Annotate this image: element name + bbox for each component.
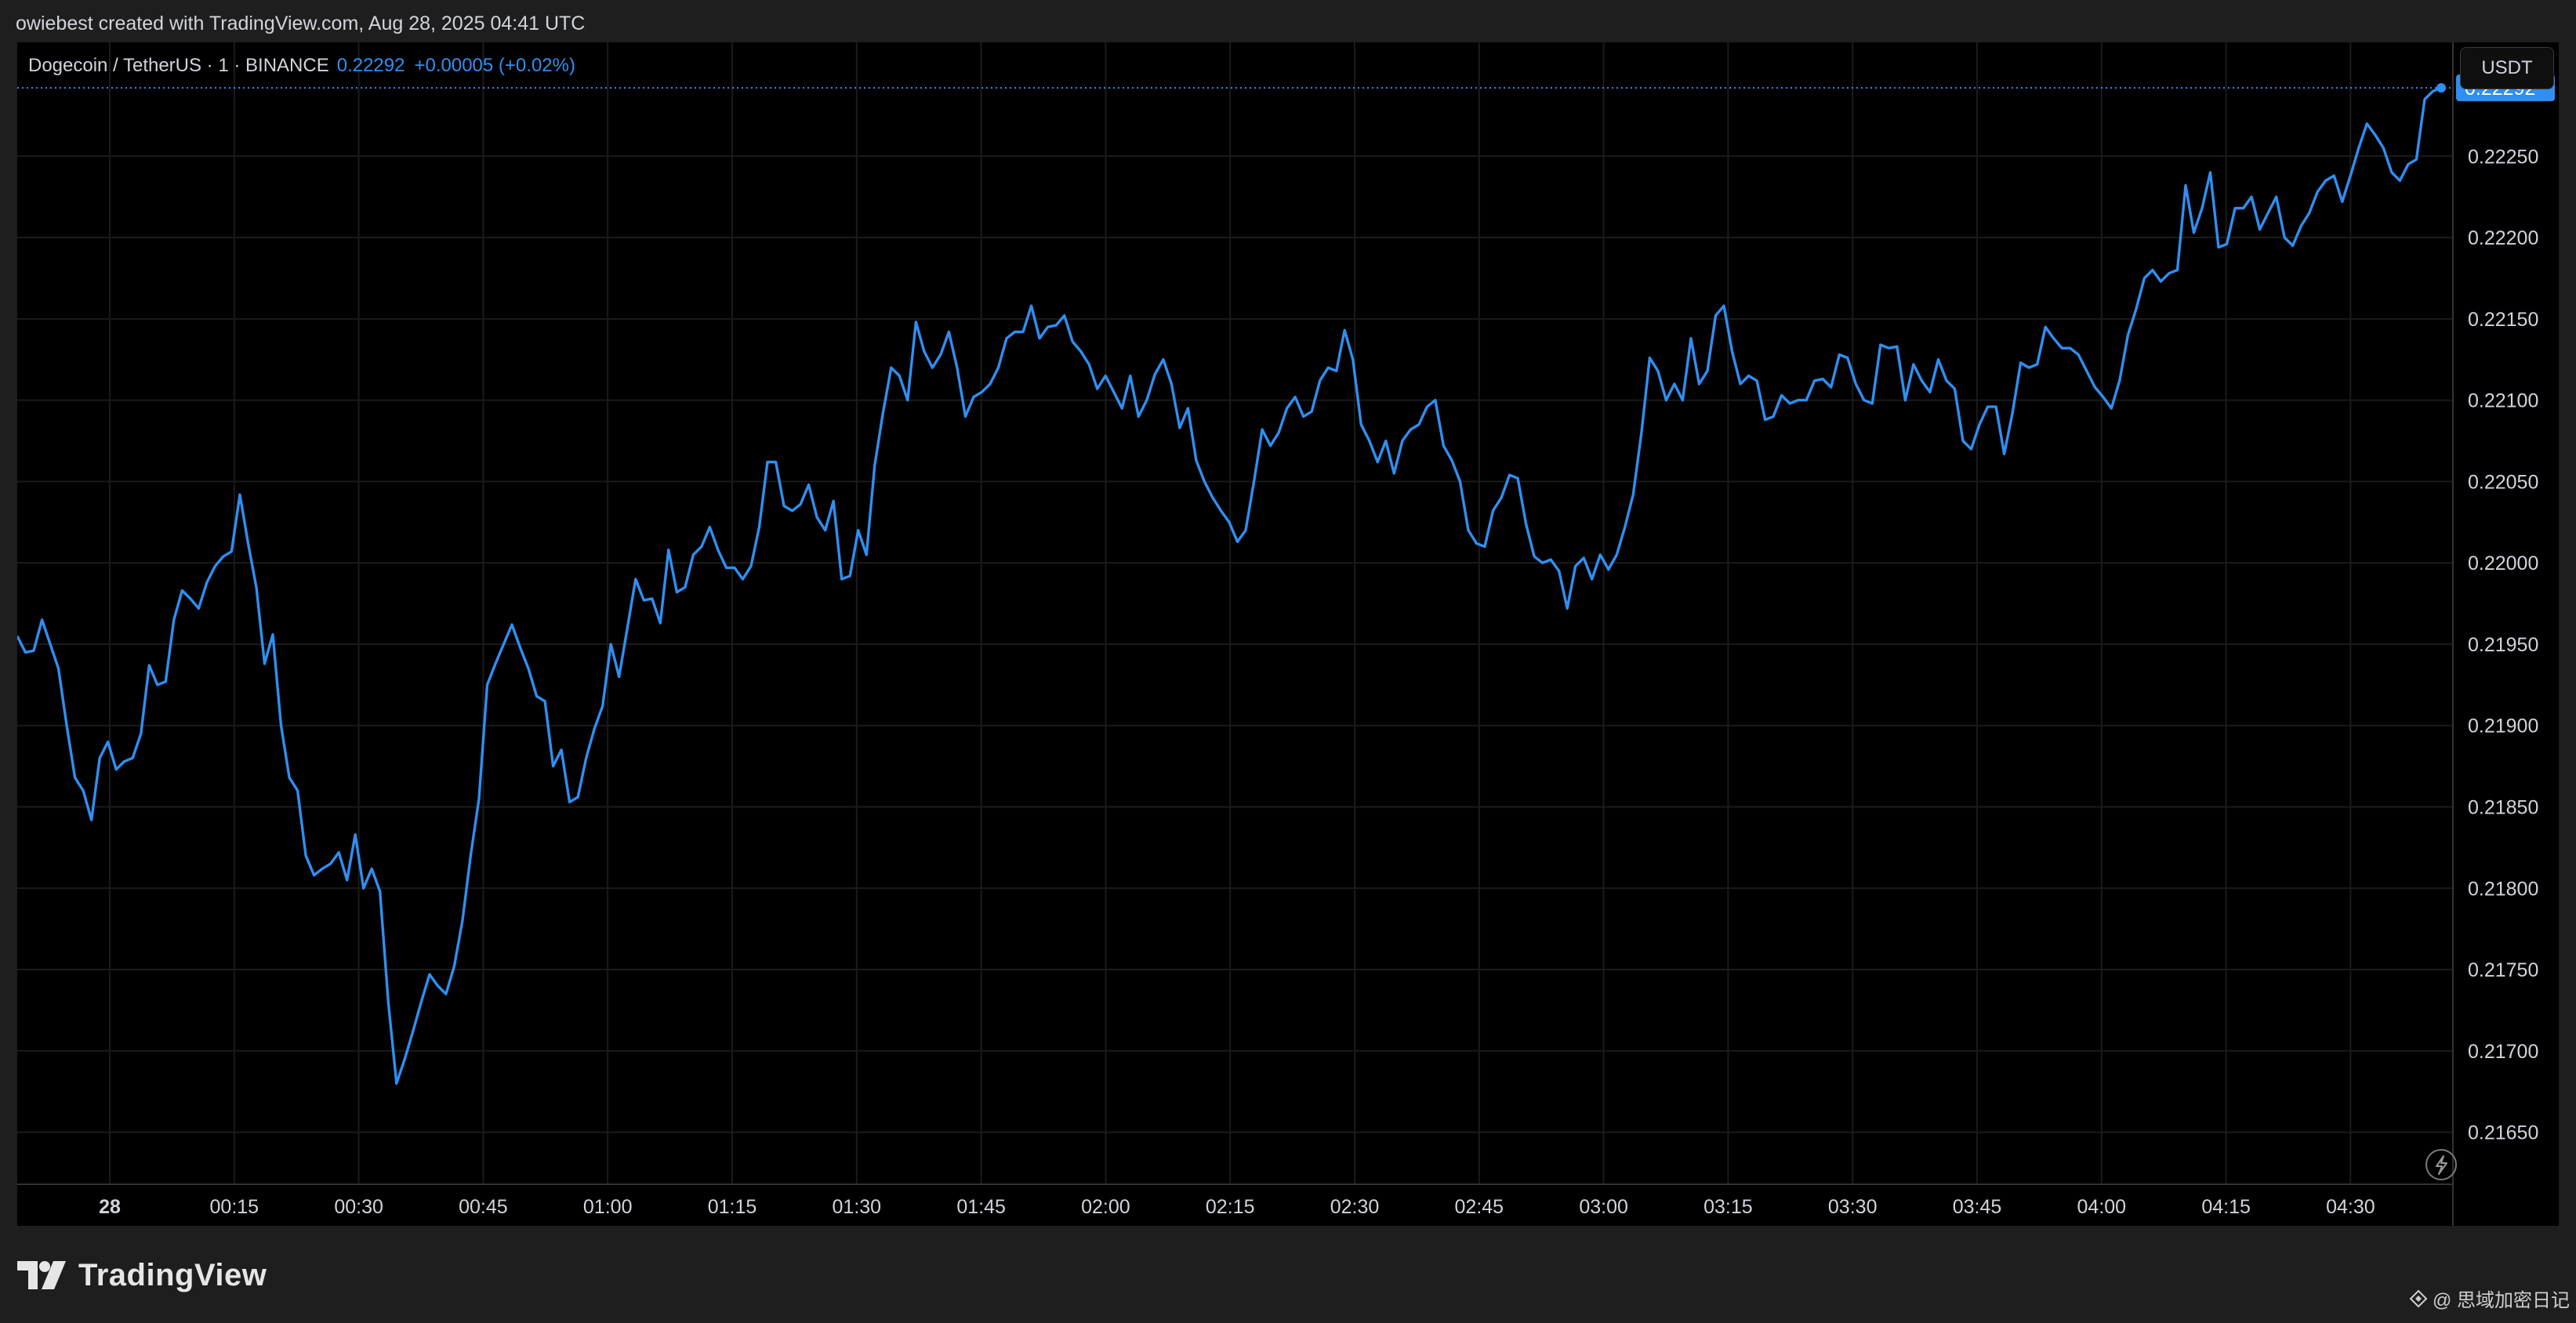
y-tick-label: 0.21900 bbox=[2468, 716, 2538, 738]
x-tick-label: 01:00 bbox=[583, 1196, 633, 1218]
price-series-line bbox=[17, 86, 2442, 1086]
x-tick-label: 04:30 bbox=[2326, 1196, 2375, 1218]
currency-button[interactable]: USDT bbox=[2460, 47, 2554, 89]
grid-layer bbox=[17, 42, 2453, 1184]
x-tick-label: 03:15 bbox=[1703, 1196, 1753, 1218]
y-tick-label: 0.22100 bbox=[2468, 390, 2538, 412]
symbol-name: Dogecoin / TetherUS · 1 · BINANCE bbox=[28, 55, 329, 76]
top-bar: owiebest created with TradingView.com, A… bbox=[0, 0, 2576, 42]
x-tick-label: 01:15 bbox=[708, 1196, 757, 1218]
x-tick-label: 02:30 bbox=[1330, 1196, 1380, 1218]
x-tick-label: 04:15 bbox=[2201, 1196, 2251, 1218]
symbol-price: 0.22292 bbox=[336, 55, 405, 76]
price-chart[interactable]: 0.21650 0.21700 0.21750 0.21800 0.21850 0.219… bbox=[17, 42, 2559, 1226]
y-tick-label: 0.22200 bbox=[2468, 227, 2538, 249]
x-tick-label: 28 bbox=[99, 1196, 121, 1218]
y-tick-label: 0.21850 bbox=[2468, 796, 2538, 818]
y-tick-label: 0.21650 bbox=[2468, 1122, 2538, 1144]
tradingview-logo-icon bbox=[17, 1261, 66, 1289]
y-tick-label: 0.21950 bbox=[2468, 634, 2538, 656]
y-tick-label: 0.21750 bbox=[2468, 959, 2538, 981]
x-tick-label: 03:00 bbox=[1579, 1196, 1628, 1218]
x-tick-label: 01:30 bbox=[833, 1196, 882, 1218]
y-tick-label: 0.21800 bbox=[2468, 878, 2538, 900]
x-tick-label: 00:30 bbox=[334, 1196, 383, 1218]
watermark-text: @ 思域加密日记 bbox=[2432, 1290, 2570, 1311]
x-tick-label: 03:30 bbox=[1828, 1196, 1878, 1218]
x-tick-label: 01:45 bbox=[956, 1196, 1006, 1218]
y-tick-label: 0.21700 bbox=[2468, 1041, 2538, 1063]
symbol-legend[interactable]: Dogecoin / TetherUS · 1 · BINANCE 0.22292… bbox=[28, 55, 575, 77]
footer bbox=[0, 1226, 2576, 1323]
symbol-change: +0.00005 (+0.02%) bbox=[414, 55, 575, 76]
y-tick-label: 0.22250 bbox=[2468, 146, 2538, 168]
x-tick-label: 00:45 bbox=[459, 1196, 508, 1218]
x-tick-label: 00:15 bbox=[210, 1196, 259, 1218]
chart-credit: owiebest created with TradingView.com, A… bbox=[16, 13, 586, 34]
x-tick-label: 03:45 bbox=[1953, 1196, 2002, 1218]
price-axis: 0.21650 0.21700 0.21750 0.21800 0.21850 0.219… bbox=[2468, 146, 2538, 1144]
x-tick-label: 02:15 bbox=[1206, 1196, 1255, 1218]
brand-name: TradingView bbox=[78, 1257, 267, 1292]
binance-square-icon bbox=[2409, 1289, 2428, 1307]
chart-area[interactable]: 0.21650 0.21700 0.21750 0.21800 0.21850 0.219… bbox=[17, 42, 2559, 1226]
x-tick-label: 02:00 bbox=[1081, 1196, 1130, 1218]
watermark: @ 思域加密日记 bbox=[2409, 1285, 2570, 1312]
time-axis: 28 00:15 00:30 00:45 01:00 01:15 01:30 01:45 02:… bbox=[99, 1196, 2375, 1218]
replay-icon[interactable] bbox=[2425, 1149, 2457, 1180]
y-tick-label: 0.22050 bbox=[2468, 471, 2538, 493]
y-tick-label: 0.22150 bbox=[2468, 309, 2538, 331]
x-tick-label: 04:00 bbox=[2077, 1196, 2127, 1218]
x-tick-label: 02:45 bbox=[1455, 1196, 1504, 1218]
last-price-dot bbox=[2436, 83, 2446, 93]
brand[interactable]: TradingView bbox=[17, 1256, 267, 1295]
y-tick-label: 0.22000 bbox=[2468, 553, 2538, 575]
